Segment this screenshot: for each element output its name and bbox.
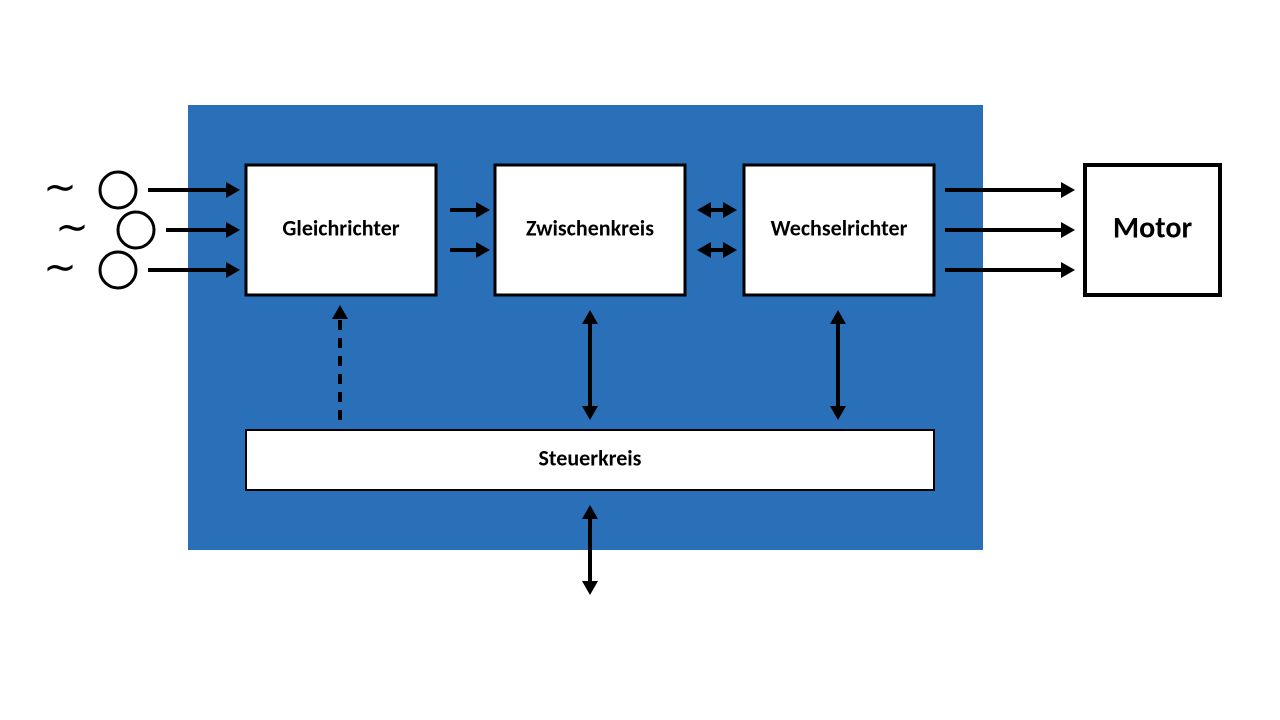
- ac-phase-circle-1: [118, 212, 154, 248]
- gleichrichter-label: Gleichrichter: [282, 214, 399, 241]
- ac-phase-circle-0: [100, 172, 136, 208]
- ac-phase-circle-2: [100, 252, 136, 288]
- motor-label: Motor: [1113, 209, 1193, 246]
- ac-tilde-0: ∼: [43, 166, 77, 210]
- steuerkreis-label: Steuerkreis: [539, 444, 642, 471]
- zwischenkreis-label: Zwischenkreis: [526, 214, 654, 241]
- wechselrichter-label: Wechselrichter: [771, 214, 908, 241]
- diagram-canvas: Gleichrichter Zwischenkreis Wechselrichter…: [0, 0, 1280, 720]
- ac-tilde-1: ∼: [55, 206, 89, 250]
- ac-tilde-2: ∼: [43, 246, 77, 290]
